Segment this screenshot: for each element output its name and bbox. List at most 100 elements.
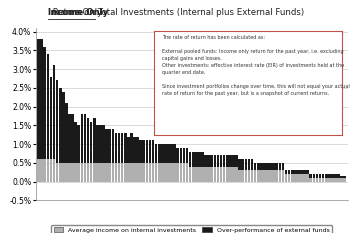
Bar bbox=[247, 170, 250, 182]
Text: Return on Total Investments (Internal plus External Funds): Return on Total Investments (Internal pl… bbox=[50, 8, 305, 17]
Bar bbox=[121, 133, 124, 163]
Bar bbox=[133, 163, 136, 182]
Bar bbox=[238, 170, 241, 182]
Bar bbox=[115, 163, 117, 182]
Bar bbox=[121, 163, 124, 182]
Bar bbox=[263, 170, 266, 182]
Bar bbox=[170, 144, 173, 163]
Bar bbox=[71, 163, 74, 182]
Bar bbox=[59, 163, 61, 182]
Bar bbox=[288, 174, 290, 182]
Bar bbox=[204, 155, 207, 167]
Bar bbox=[254, 163, 256, 170]
Bar bbox=[87, 118, 89, 163]
Bar bbox=[282, 170, 284, 182]
Bar bbox=[322, 178, 324, 182]
Bar bbox=[75, 122, 77, 163]
Bar bbox=[241, 159, 244, 170]
Bar bbox=[50, 77, 52, 159]
Bar bbox=[102, 125, 105, 163]
Bar bbox=[247, 159, 250, 170]
Bar bbox=[65, 163, 68, 182]
Bar bbox=[186, 148, 189, 163]
Bar bbox=[102, 163, 105, 182]
Bar bbox=[71, 114, 74, 163]
Bar bbox=[124, 133, 126, 163]
Bar bbox=[310, 174, 312, 178]
Bar bbox=[127, 163, 130, 182]
Bar bbox=[266, 163, 269, 170]
Bar bbox=[207, 155, 210, 167]
Bar bbox=[195, 167, 198, 182]
Bar bbox=[319, 174, 321, 178]
Bar bbox=[180, 163, 182, 182]
Bar bbox=[189, 167, 191, 182]
Bar bbox=[331, 174, 334, 178]
Bar bbox=[245, 159, 247, 170]
Bar bbox=[260, 163, 263, 170]
Bar bbox=[50, 159, 52, 182]
Bar bbox=[99, 125, 102, 163]
Bar bbox=[325, 178, 328, 182]
Bar bbox=[77, 125, 80, 163]
Bar bbox=[152, 163, 154, 182]
Bar bbox=[47, 159, 49, 182]
Bar bbox=[111, 163, 114, 182]
Bar bbox=[164, 163, 167, 182]
Bar bbox=[167, 144, 170, 163]
Bar bbox=[201, 152, 204, 167]
Bar bbox=[68, 163, 71, 182]
Bar bbox=[297, 174, 300, 182]
Bar bbox=[257, 170, 260, 182]
Bar bbox=[285, 174, 287, 182]
Bar bbox=[297, 170, 300, 174]
Bar bbox=[217, 155, 219, 167]
Bar bbox=[90, 163, 93, 182]
Bar bbox=[198, 167, 201, 182]
Bar bbox=[288, 170, 290, 174]
Bar bbox=[130, 133, 133, 163]
Bar bbox=[158, 144, 160, 163]
Bar bbox=[195, 152, 198, 167]
Bar bbox=[245, 170, 247, 182]
Bar bbox=[316, 174, 318, 178]
Bar bbox=[59, 88, 61, 163]
Bar bbox=[285, 170, 287, 174]
Bar bbox=[269, 163, 272, 170]
Bar bbox=[214, 167, 216, 182]
Bar bbox=[155, 144, 158, 163]
Bar bbox=[170, 163, 173, 182]
Bar bbox=[232, 167, 235, 182]
Bar bbox=[176, 148, 179, 163]
Bar bbox=[149, 140, 151, 163]
Text: Income Only: Income Only bbox=[48, 8, 102, 17]
Bar bbox=[93, 118, 95, 163]
Bar bbox=[300, 170, 303, 174]
Bar bbox=[146, 163, 148, 182]
Bar bbox=[173, 163, 176, 182]
Bar bbox=[164, 144, 167, 163]
Bar bbox=[124, 163, 126, 182]
Bar bbox=[155, 163, 158, 182]
Bar bbox=[322, 174, 324, 178]
Bar bbox=[118, 133, 120, 163]
Bar bbox=[105, 163, 108, 182]
Bar bbox=[118, 163, 120, 182]
Bar bbox=[183, 148, 185, 163]
Bar bbox=[319, 178, 321, 182]
Bar bbox=[81, 114, 83, 163]
Bar bbox=[62, 92, 65, 163]
Bar bbox=[312, 174, 315, 178]
Bar bbox=[223, 155, 225, 167]
Bar bbox=[90, 122, 93, 163]
Bar bbox=[232, 155, 235, 167]
Bar bbox=[43, 47, 46, 159]
Bar bbox=[111, 129, 114, 163]
Bar bbox=[99, 163, 102, 182]
Bar bbox=[40, 39, 43, 159]
Bar bbox=[226, 155, 229, 167]
Bar bbox=[108, 163, 111, 182]
Bar bbox=[105, 129, 108, 163]
Bar bbox=[133, 137, 136, 163]
Bar bbox=[229, 155, 232, 167]
